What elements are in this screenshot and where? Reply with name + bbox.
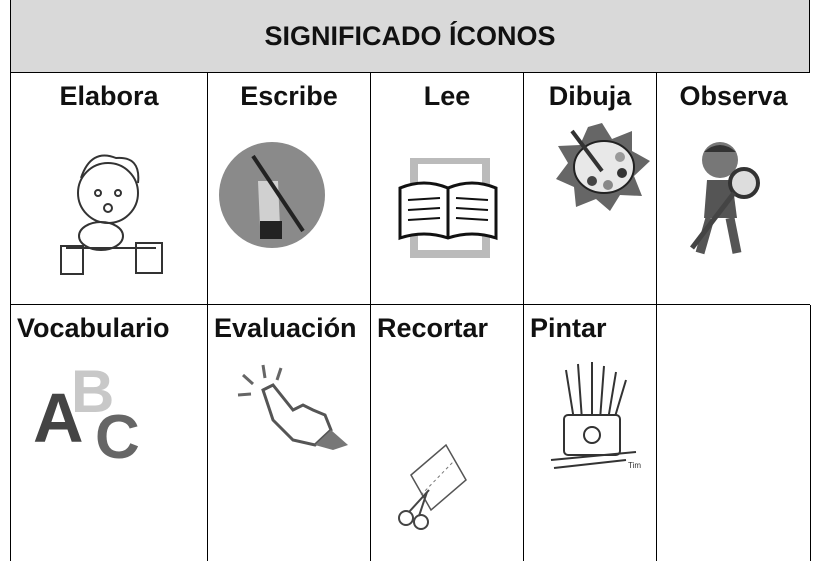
icon-pintar: Tim — [550, 362, 641, 470]
icon-observa — [690, 142, 760, 255]
table-cell: Recortar — [370, 305, 523, 561]
table-cell: Elabora — [10, 73, 207, 305]
table-cell: Dibuja — [523, 73, 656, 305]
cell-label: Observa — [679, 81, 788, 111]
table-cell: Observa — [656, 73, 810, 305]
icon-lee — [398, 158, 498, 258]
icon-vocabulario: A B C — [33, 360, 140, 470]
cell-border — [810, 305, 811, 561]
cell-label: Escribe — [240, 81, 338, 111]
table-cell: Evaluación — [207, 305, 370, 561]
cell-label: Lee — [423, 81, 471, 111]
icon-recortar — [398, 443, 467, 530]
table-title: SIGNIFICADO ÍCONOS — [10, 0, 810, 73]
table-cell: Lee — [370, 73, 523, 305]
icon-escribe — [219, 142, 325, 248]
cell-label: Evaluación — [214, 313, 357, 343]
svg-text:A: A — [33, 379, 84, 457]
cell-label: Pintar — [530, 313, 607, 343]
table-cell — [656, 305, 810, 561]
cell-label: Dibuja — [548, 81, 632, 111]
cell-label: Vocabulario — [17, 313, 170, 343]
svg-text:C: C — [95, 403, 140, 470]
icon-dibuja — [556, 123, 650, 211]
cell-label: Elabora — [59, 81, 159, 111]
icon-elabora — [60, 154, 163, 275]
cell-label: Recortar — [377, 313, 489, 343]
table-cell: Vocabulario A B C — [10, 305, 207, 561]
table-cell: Pintar Tim — [523, 305, 656, 561]
svg-text:Tim: Tim — [628, 461, 641, 470]
icon-evaluacion — [233, 360, 353, 450]
table-cell: Escribe — [207, 73, 370, 305]
svg-text:B: B — [71, 360, 114, 425]
